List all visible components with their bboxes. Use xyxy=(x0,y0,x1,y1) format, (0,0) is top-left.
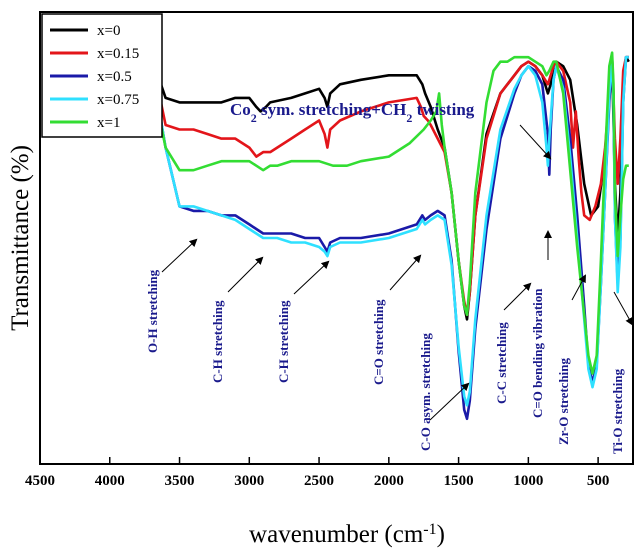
x-tick-label-2000: 2000 xyxy=(374,473,404,489)
annotation-ch-1: C-H stretching xyxy=(210,300,225,383)
y-axis-title: Transmittance (%) xyxy=(7,145,34,331)
legend-label-2: x=0.5 xyxy=(97,69,132,85)
legend-label-0: x=0 xyxy=(97,23,120,39)
x-tick-label-2500: 2500 xyxy=(304,473,334,489)
x-tick-label-3000: 3000 xyxy=(234,473,264,489)
x-tick-label-1500: 1500 xyxy=(444,473,474,489)
arrow-tio xyxy=(613,291,633,326)
x-tick-label-1000: 1000 xyxy=(513,473,543,489)
x-axis-title: wavenumber (cm-1) xyxy=(249,521,445,549)
series-line-2 xyxy=(108,29,629,421)
annotation-title-arrow xyxy=(519,124,552,160)
x-tick-label-4500: 4500 xyxy=(25,473,55,489)
legend-items: x=0 x=0.15 x=0.5 x=0.75 x=1 xyxy=(50,23,139,131)
annotation-ch-2: C-H stretching xyxy=(276,300,291,383)
series-line-3 xyxy=(108,33,629,407)
x-axis-ticks: 4500 4000 3500 3000 2500 2000 1500 1000 500 xyxy=(25,457,609,489)
x-tick-label-4000: 4000 xyxy=(95,473,125,489)
annotation-zro: Zr-O stretching xyxy=(556,357,571,445)
legend: x=0 x=0.15 x=0.5 x=0.75 x=1 xyxy=(41,13,163,138)
series-line-4 xyxy=(108,33,629,375)
annotation-title: Co2 sym. stretching+CH2 twisting xyxy=(230,100,475,125)
arrow-cc xyxy=(503,282,532,311)
annotation-oh: O-H stretching xyxy=(145,269,160,353)
arrow-ch-2 xyxy=(293,260,330,295)
annotation-co-bend: C=O bending vibration xyxy=(530,288,545,418)
series-layer xyxy=(108,20,630,421)
arrow-oh xyxy=(161,238,198,273)
legend-label-3: x=0.75 xyxy=(97,92,139,108)
plot-frame xyxy=(39,11,634,465)
annotation-tio: Ti-O stretching xyxy=(610,368,625,454)
legend-label-1: x=0.15 xyxy=(97,46,139,62)
annotation-arrows xyxy=(161,230,633,421)
arrow-co-asym xyxy=(429,382,470,421)
annotation-cc: C-C stretching xyxy=(494,322,509,404)
arrow-ch-1 xyxy=(227,256,264,293)
x-tick-label-3500: 3500 xyxy=(165,473,195,489)
arrow-zro xyxy=(571,274,586,301)
annotation-co-stretch: C=O stretching xyxy=(371,299,386,385)
legend-label-4: x=1 xyxy=(97,115,120,131)
x-tick-label-500: 500 xyxy=(587,473,610,489)
arrow-co-stretch xyxy=(389,254,422,291)
annotation-co-asym: C-O asym. stretching xyxy=(418,333,433,451)
